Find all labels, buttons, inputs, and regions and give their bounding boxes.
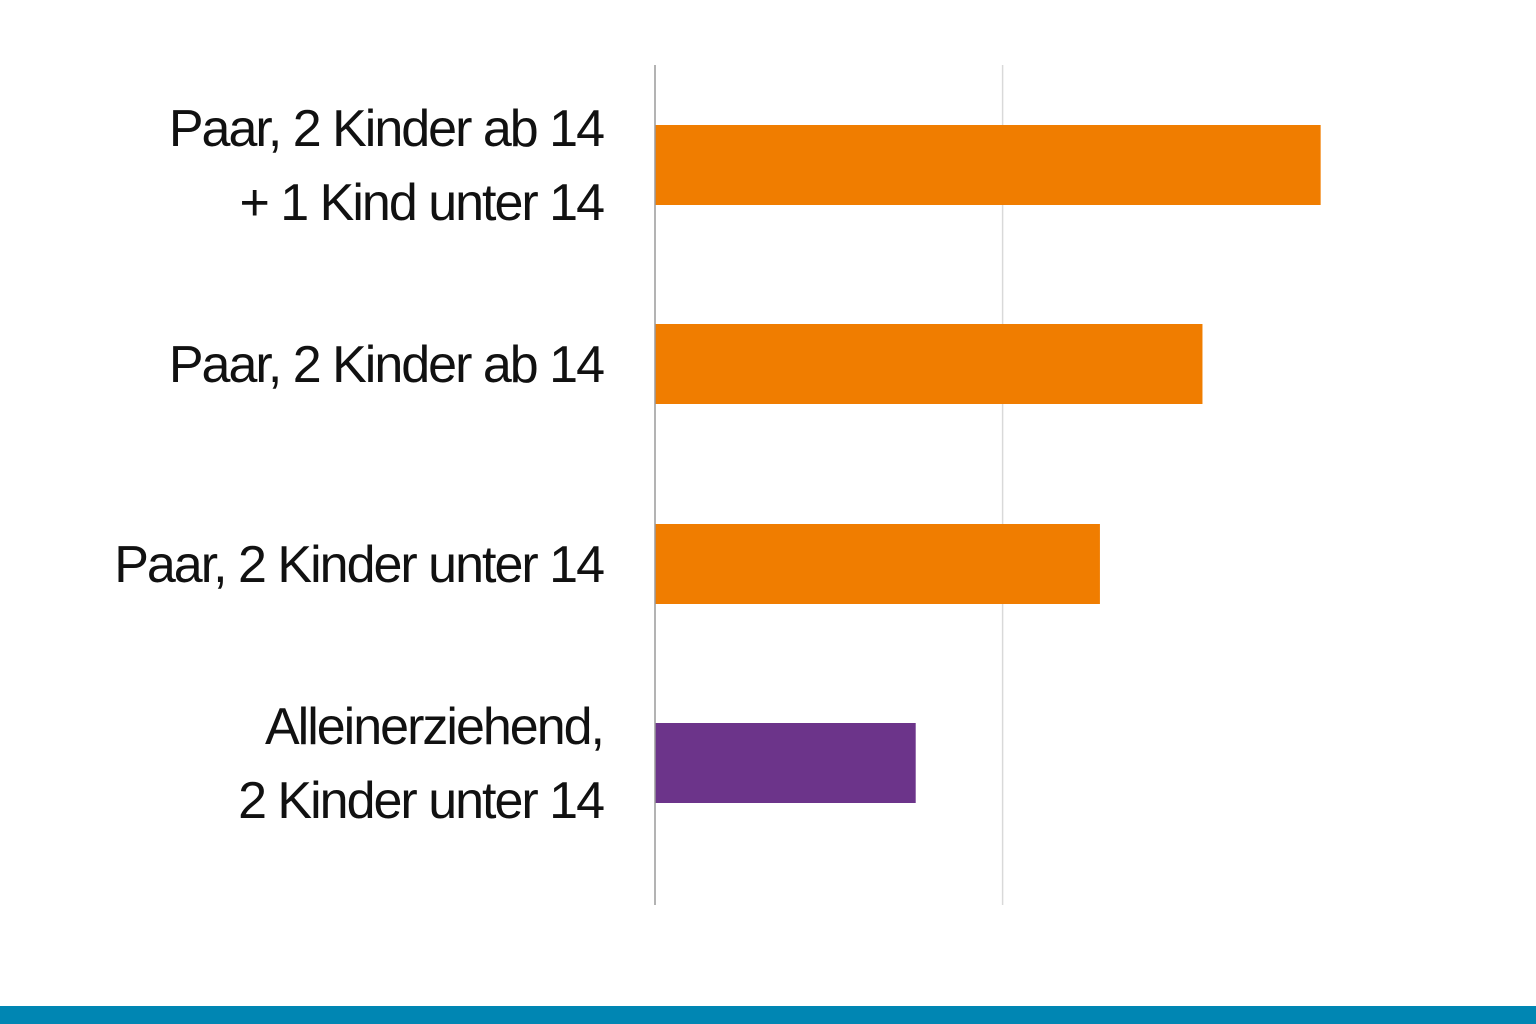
bar-chart: Paar, 2 Kinder ab 14 + 1 Kind unter 14 Paa… <box>114 65 1321 905</box>
category-label-3-0: Alleinerziehend, <box>265 698 603 756</box>
bar-2 <box>655 524 1100 604</box>
category-label-2-0: Paar, 2 Kinder unter 14 <box>114 536 604 594</box>
bar-1 <box>655 324 1203 404</box>
bar-3 <box>655 723 916 803</box>
category-label-1-0: Paar, 2 Kinder ab 14 <box>169 336 604 394</box>
category-label-3-1: 2 Kinder unter 14 <box>238 772 604 830</box>
category-label-0-0: Paar, 2 Kinder ab 14 <box>169 100 604 158</box>
category-label-0-1: + 1 Kind unter 14 <box>239 174 604 232</box>
bar-0 <box>655 125 1321 205</box>
footer-accent-bar <box>0 1006 1536 1024</box>
